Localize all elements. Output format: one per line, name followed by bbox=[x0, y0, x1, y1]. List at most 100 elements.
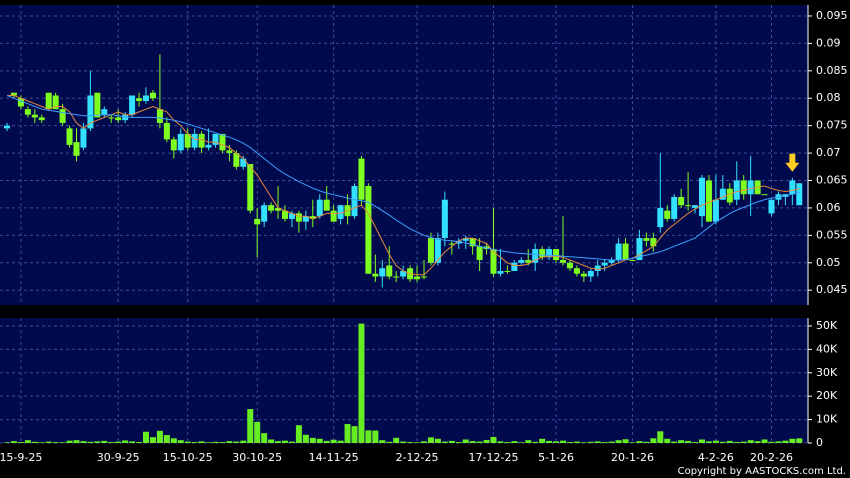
volume-bar bbox=[240, 440, 247, 443]
candle-body bbox=[629, 260, 636, 262]
x-tick-label: 15-9-25 bbox=[0, 451, 42, 464]
volume-bar bbox=[268, 439, 275, 443]
candle-body bbox=[573, 268, 580, 274]
volume-bar bbox=[650, 438, 657, 443]
volume-bar bbox=[149, 437, 156, 443]
volume-bar bbox=[754, 441, 761, 443]
candle-body bbox=[761, 194, 768, 196]
candle-body bbox=[261, 205, 268, 222]
candle-body bbox=[560, 260, 566, 263]
candle-body bbox=[580, 273, 587, 277]
candle-body bbox=[94, 92, 101, 118]
candle-body bbox=[421, 276, 427, 278]
volume-bar bbox=[462, 439, 469, 443]
volume-bar bbox=[226, 441, 233, 443]
volume-bar bbox=[560, 440, 566, 443]
candle-body bbox=[789, 180, 796, 195]
volume-bar bbox=[219, 442, 226, 443]
candle-body bbox=[108, 117, 115, 119]
candle-body bbox=[650, 238, 657, 247]
y-tick-label: 0.05 bbox=[816, 256, 841, 269]
candle-body bbox=[553, 249, 560, 261]
candle-body bbox=[59, 109, 66, 123]
candle-body bbox=[657, 207, 664, 228]
y-tick-label: 0.055 bbox=[816, 228, 848, 241]
marker-arrow bbox=[785, 153, 800, 172]
y-tick-label: 0.09 bbox=[816, 36, 841, 49]
volume-bar bbox=[52, 442, 59, 443]
y-tick-label: 0.095 bbox=[816, 9, 848, 22]
candle-body bbox=[622, 243, 629, 261]
y-tick-label: 0.085 bbox=[816, 64, 848, 77]
volume-bar bbox=[796, 438, 803, 443]
volume-bar bbox=[302, 434, 309, 443]
candle-body bbox=[601, 262, 608, 266]
candle-body bbox=[699, 177, 705, 217]
candle-body bbox=[636, 238, 643, 261]
candle-body bbox=[156, 109, 163, 123]
volume-bar bbox=[87, 441, 94, 443]
volume-bar bbox=[657, 431, 664, 443]
y-tick-label: 10K bbox=[816, 413, 838, 426]
candle-body bbox=[740, 180, 747, 195]
y-tick-label: 50K bbox=[816, 319, 838, 332]
volume-bar bbox=[511, 441, 518, 443]
volume-bar bbox=[330, 439, 337, 443]
volume-bar bbox=[705, 441, 712, 443]
volume-bar bbox=[400, 441, 407, 443]
candle-body bbox=[10, 92, 17, 96]
volume-bar bbox=[233, 441, 240, 443]
candle-body bbox=[268, 205, 275, 211]
candle-body bbox=[4, 125, 10, 129]
volume-bar bbox=[539, 438, 546, 443]
candle-body bbox=[316, 199, 323, 217]
y-tick-label: 30K bbox=[816, 366, 838, 379]
volume-bar bbox=[747, 440, 754, 443]
candle-body bbox=[414, 276, 421, 280]
volume-bar bbox=[636, 441, 643, 443]
volume-bar bbox=[108, 442, 115, 443]
volume-bar bbox=[469, 441, 476, 443]
y-tick-label: 0.075 bbox=[816, 119, 848, 132]
candle-body bbox=[768, 199, 775, 214]
candle-body bbox=[275, 207, 282, 211]
volume-bar bbox=[441, 441, 448, 443]
candle-body bbox=[518, 260, 525, 263]
candle-body bbox=[219, 133, 226, 151]
volume-bar bbox=[427, 437, 434, 443]
volume-bar bbox=[448, 440, 455, 443]
volume-bar bbox=[66, 440, 73, 443]
x-tick-label: 15-10-25 bbox=[163, 451, 213, 464]
volume-bar bbox=[497, 441, 504, 443]
candle-body bbox=[462, 238, 469, 241]
x-tick-label: 17-12-25 bbox=[469, 451, 519, 464]
volume-bar bbox=[678, 440, 685, 443]
volume-bar bbox=[573, 441, 580, 443]
volume-bar bbox=[4, 442, 10, 443]
x-tick-label: 20-1-26 bbox=[611, 451, 654, 464]
candle-body bbox=[504, 270, 511, 272]
candle-body bbox=[566, 262, 573, 269]
candle-body bbox=[17, 98, 24, 107]
candle-body bbox=[122, 114, 129, 121]
volume-bar bbox=[476, 441, 483, 443]
volume-bar bbox=[316, 438, 323, 443]
y-tick-label: 0.07 bbox=[816, 146, 841, 159]
x-tick-label: 30-9-25 bbox=[97, 451, 140, 464]
volume-bar bbox=[434, 438, 441, 443]
candle-body bbox=[240, 158, 247, 167]
volume-bar bbox=[782, 440, 789, 443]
candle-body bbox=[149, 92, 156, 99]
candle-body bbox=[282, 210, 288, 219]
volume-bar bbox=[205, 442, 212, 443]
volume-bar bbox=[594, 441, 601, 443]
x-tick-label: 2-12-25 bbox=[396, 451, 439, 464]
volume-bar bbox=[80, 441, 87, 443]
volume-bar bbox=[38, 442, 45, 443]
candle-body bbox=[73, 142, 80, 156]
volume-bar bbox=[615, 440, 622, 443]
volume-bar bbox=[490, 436, 497, 443]
volume-bar bbox=[129, 441, 136, 443]
volume-bar bbox=[136, 442, 143, 443]
